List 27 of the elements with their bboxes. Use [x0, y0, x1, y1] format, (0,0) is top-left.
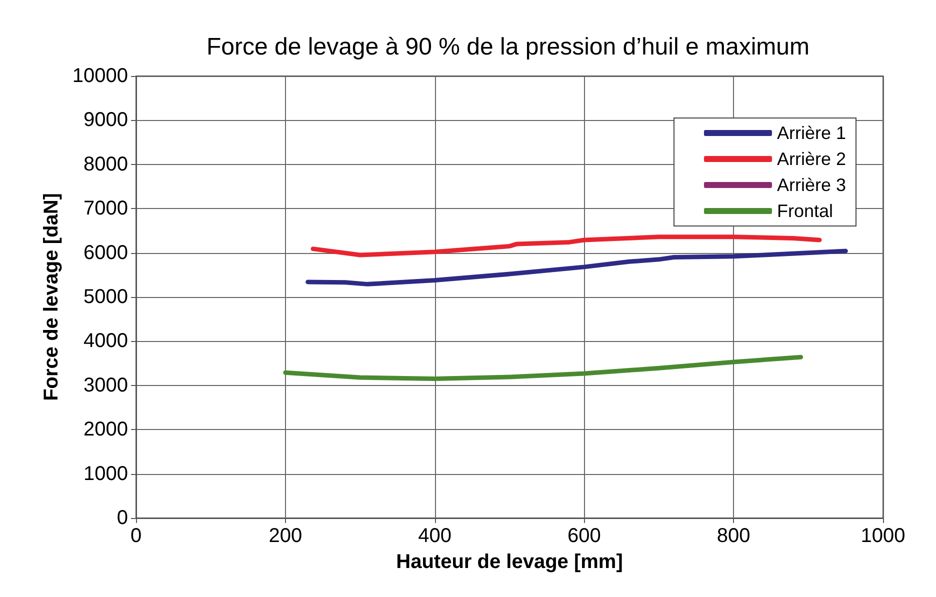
line-series: [306, 248, 848, 286]
y-tick-label: 4000: [84, 330, 128, 352]
y-tick-label: 3000: [84, 374, 128, 396]
legend-label: Arrière 1: [776, 123, 846, 143]
y-tick-label: 6000: [84, 242, 128, 264]
line-series: [310, 234, 822, 258]
line-series: [283, 354, 804, 382]
y-tick-label: 7000: [84, 198, 128, 220]
y-tick-label: 5000: [84, 286, 128, 308]
x-tick-label: 600: [568, 525, 601, 547]
x-tick-label: 1000: [860, 525, 906, 547]
legend-label: Frontal: [776, 201, 834, 221]
y-tick-label: 10000: [72, 65, 128, 87]
x-tick-label: 800: [716, 525, 750, 547]
legend-label: Arrière 2: [776, 149, 846, 169]
chart-title: Force de levage à 90 % de la pression d’huil e maximum: [206, 34, 810, 60]
y-tick-label: 0: [116, 507, 128, 529]
y-tick-label: 2000: [84, 418, 128, 441]
x-tick-label: 400: [418, 525, 452, 547]
y-tick-label: 8000: [84, 153, 128, 176]
y-axis-title: Force de levage [daN]: [40, 193, 62, 401]
legend-label: Arrière 3: [776, 175, 846, 195]
x-tick-label: 0: [130, 525, 142, 547]
x-tick-label: 200: [268, 525, 302, 547]
x-axis-title: Hauteur de levage [mm]: [396, 551, 623, 573]
y-tick-label: 1000: [84, 462, 128, 485]
y-tick-label: 9000: [84, 109, 128, 132]
